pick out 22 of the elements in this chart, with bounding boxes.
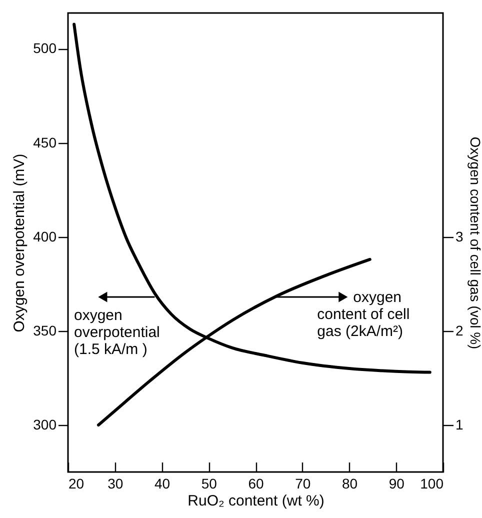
y-axis-title: Oxygen overpotential (mV) [11,154,28,332]
x-tick-label: 50 [201,476,218,492]
x-tick-label: 100 [420,476,444,492]
annotation: oxygen overpotential (1.5 kA/m ) [74,307,160,358]
y2-tick-label: 2 [456,322,464,338]
y-tick-label: 450 [33,134,57,150]
x-tick-label: 40 [154,476,170,492]
y-tick-label: 400 [33,228,57,244]
x-tick-label: 30 [108,476,124,492]
x-tick-label: 80 [342,476,358,492]
y2-axis-title: Oxygen content of cell gas (vol %) [467,136,482,350]
y-tick-label: 300 [33,416,57,432]
x-axis-title: RuO₂ content (wt %) [188,492,324,510]
y-tick-label: 350 [33,322,57,338]
x-tick-label: 60 [248,476,264,492]
x-tick-label: 20 [68,476,84,492]
y2-tick-label: 1 [456,416,464,432]
x-tick-label: 70 [295,476,311,492]
y2-tick-label: 3 [456,228,464,244]
y-tick-label: 500 [33,40,57,56]
x-tick-label: 90 [388,476,405,492]
annotation: oxygen content of cell gas (2kA/m²) [317,289,410,340]
